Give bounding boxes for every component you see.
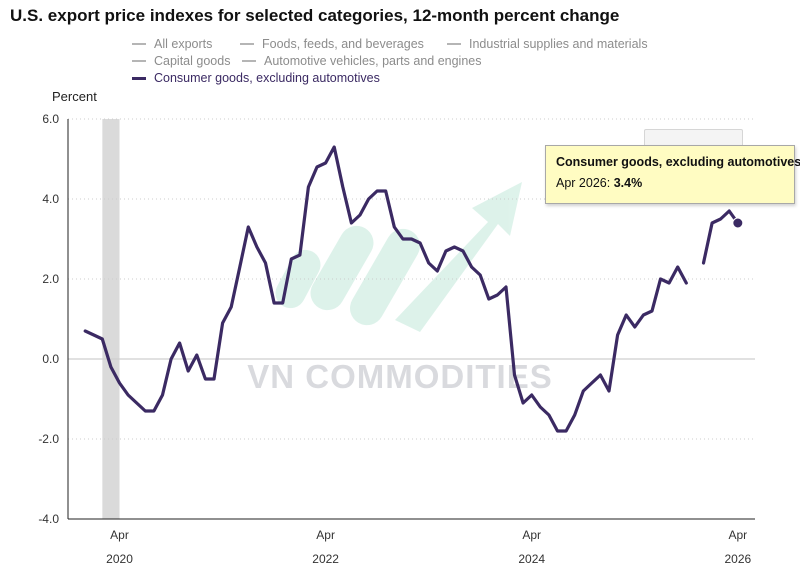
- highlight-point[interactable]: [732, 217, 744, 229]
- tooltip-date-label: Apr 2026:: [556, 176, 614, 190]
- legend-label: Foods, feeds, and beverages: [262, 37, 424, 51]
- y-tick-label: 0.0: [42, 352, 59, 366]
- x-tick-month: Apr: [522, 528, 541, 542]
- legend-line-icon: [132, 76, 146, 80]
- x-tick-month: Apr: [316, 528, 335, 542]
- y-tick-label: -4.0: [38, 512, 59, 526]
- chart-title: U.S. export price indexes for selected c…: [10, 6, 620, 25]
- legend-item-all-exports[interactable]: All exports: [132, 37, 212, 51]
- watermark-logo: [275, 182, 522, 332]
- x-tick-year: 2024: [518, 552, 545, 566]
- x-tick-year: 2020: [106, 552, 133, 566]
- watermark-text: VN COMMODITIES: [247, 358, 553, 395]
- legend-line-icon: [132, 60, 146, 62]
- legend-item-automotive[interactable]: Automotive vehicles, parts and engines: [242, 54, 482, 68]
- tooltip: Consumer goods, excluding automotives Ap…: [545, 145, 800, 204]
- legend-item-capital-goods[interactable]: Capital goods: [132, 54, 230, 68]
- series-line-consumer-goods[interactable]: [701, 209, 740, 265]
- tooltip-value: 3.4%: [613, 176, 643, 190]
- tooltip-series-name: Consumer goods, excluding automotives: [556, 155, 800, 169]
- x-tick-year: 2022: [312, 552, 339, 566]
- legend-label: Industrial supplies and materials: [469, 37, 648, 51]
- legend-line-icon: [242, 60, 256, 62]
- y-axis-title: Percent: [52, 89, 97, 104]
- legend-label: All exports: [154, 37, 213, 51]
- y-tick-label: 2.0: [42, 272, 59, 286]
- series-line-consumer-goods[interactable]: [83, 145, 688, 433]
- legend-label: Capital goods: [154, 54, 231, 68]
- legend-line-icon: [132, 43, 146, 45]
- x-tick-month: Apr: [110, 528, 129, 542]
- recession-band: [102, 119, 120, 519]
- legend-item-consumer-goods[interactable]: Consumer goods, excluding automotives: [132, 71, 380, 85]
- legend-item-foods-feeds-beverages[interactable]: Foods, feeds, and beverages: [240, 37, 424, 51]
- legend-label: Consumer goods, excluding automotives: [154, 71, 380, 85]
- y-tick-label: 4.0: [42, 192, 59, 206]
- x-tick-month: Apr: [728, 528, 747, 542]
- legend-item-industrial-supplies[interactable]: Industrial supplies and materials: [447, 37, 648, 51]
- x-tick-year: 2026: [724, 552, 751, 566]
- y-tick-label: 6.0: [42, 112, 59, 126]
- legend-line-icon: [240, 43, 254, 45]
- legend-label: Automotive vehicles, parts and engines: [264, 54, 482, 68]
- legend-line-icon: [447, 43, 461, 45]
- y-tick-label: -2.0: [38, 432, 59, 446]
- tooltip-row: Apr 2026: 3.4%: [556, 176, 784, 190]
